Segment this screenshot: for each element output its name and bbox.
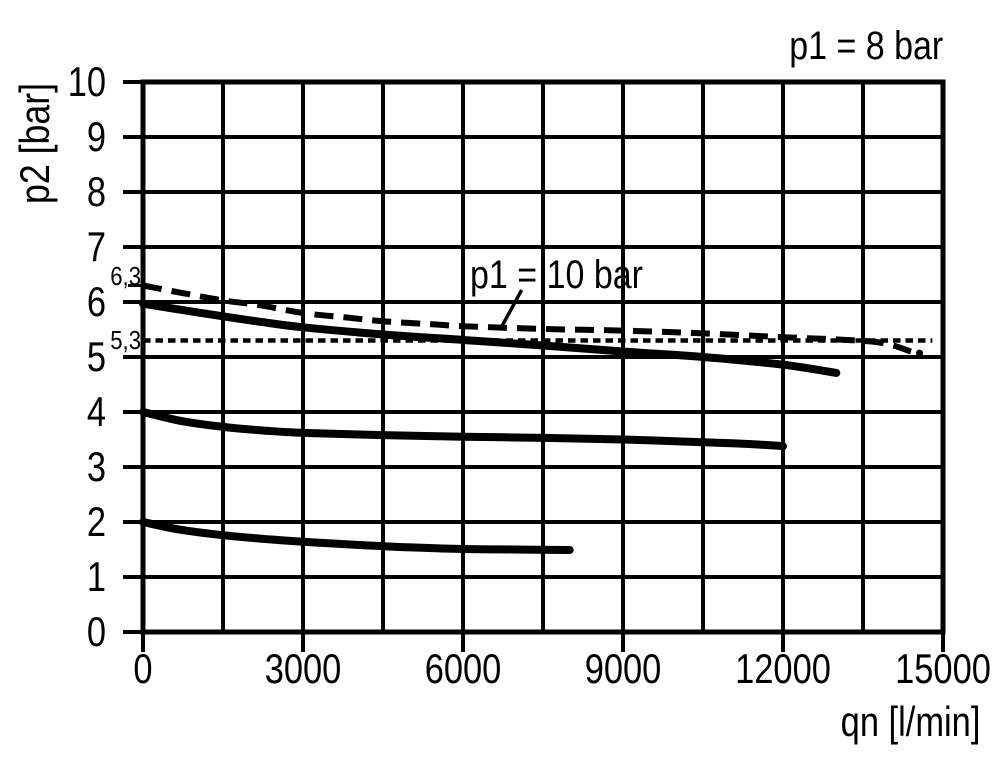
y-tick-label: 6 — [86, 278, 106, 325]
p1-10bar-curve-annotation: p1 = 10 bar — [470, 253, 643, 297]
x-tick-label: 9000 — [584, 645, 662, 692]
x-axis-label: qn [l/min] — [840, 698, 980, 745]
y-tick-label: 2 — [86, 498, 106, 545]
y-tick-label: 7 — [86, 223, 106, 270]
curve-p2-6bar — [139, 299, 841, 377]
y-extra-mark-label: 6,3 — [110, 260, 141, 291]
y-tick-label: 4 — [86, 388, 106, 435]
y-tick-label: 8 — [86, 168, 106, 215]
x-tick-label: 15000 — [895, 645, 991, 692]
y-tick-label: 5 — [86, 333, 106, 380]
p1-8bar-condition-label: p1 = 8 bar — [788, 24, 943, 68]
annotation-leader-line — [498, 289, 524, 331]
x-tick-label: 6000 — [424, 645, 502, 692]
y-tick-label: 9 — [86, 113, 106, 160]
x-tick-label: 3000 — [264, 645, 342, 692]
curve-p1-10bar-dashed-end-dot — [916, 349, 924, 357]
y-tick-label: 10 — [67, 58, 106, 105]
x-tick-label: 12000 — [735, 645, 831, 692]
y-tick-label: 3 — [86, 443, 106, 490]
curve-p2-4bar — [139, 408, 787, 451]
curve-p1-10bar-dashed — [142, 282, 912, 355]
y-extra-mark-label: 5,3 — [110, 324, 141, 355]
x-tick-label: 0 — [133, 645, 153, 692]
y-tick-label: 0 — [86, 608, 106, 655]
y-tick-label: 1 — [86, 553, 106, 600]
curve-p2-2bar — [139, 518, 574, 555]
